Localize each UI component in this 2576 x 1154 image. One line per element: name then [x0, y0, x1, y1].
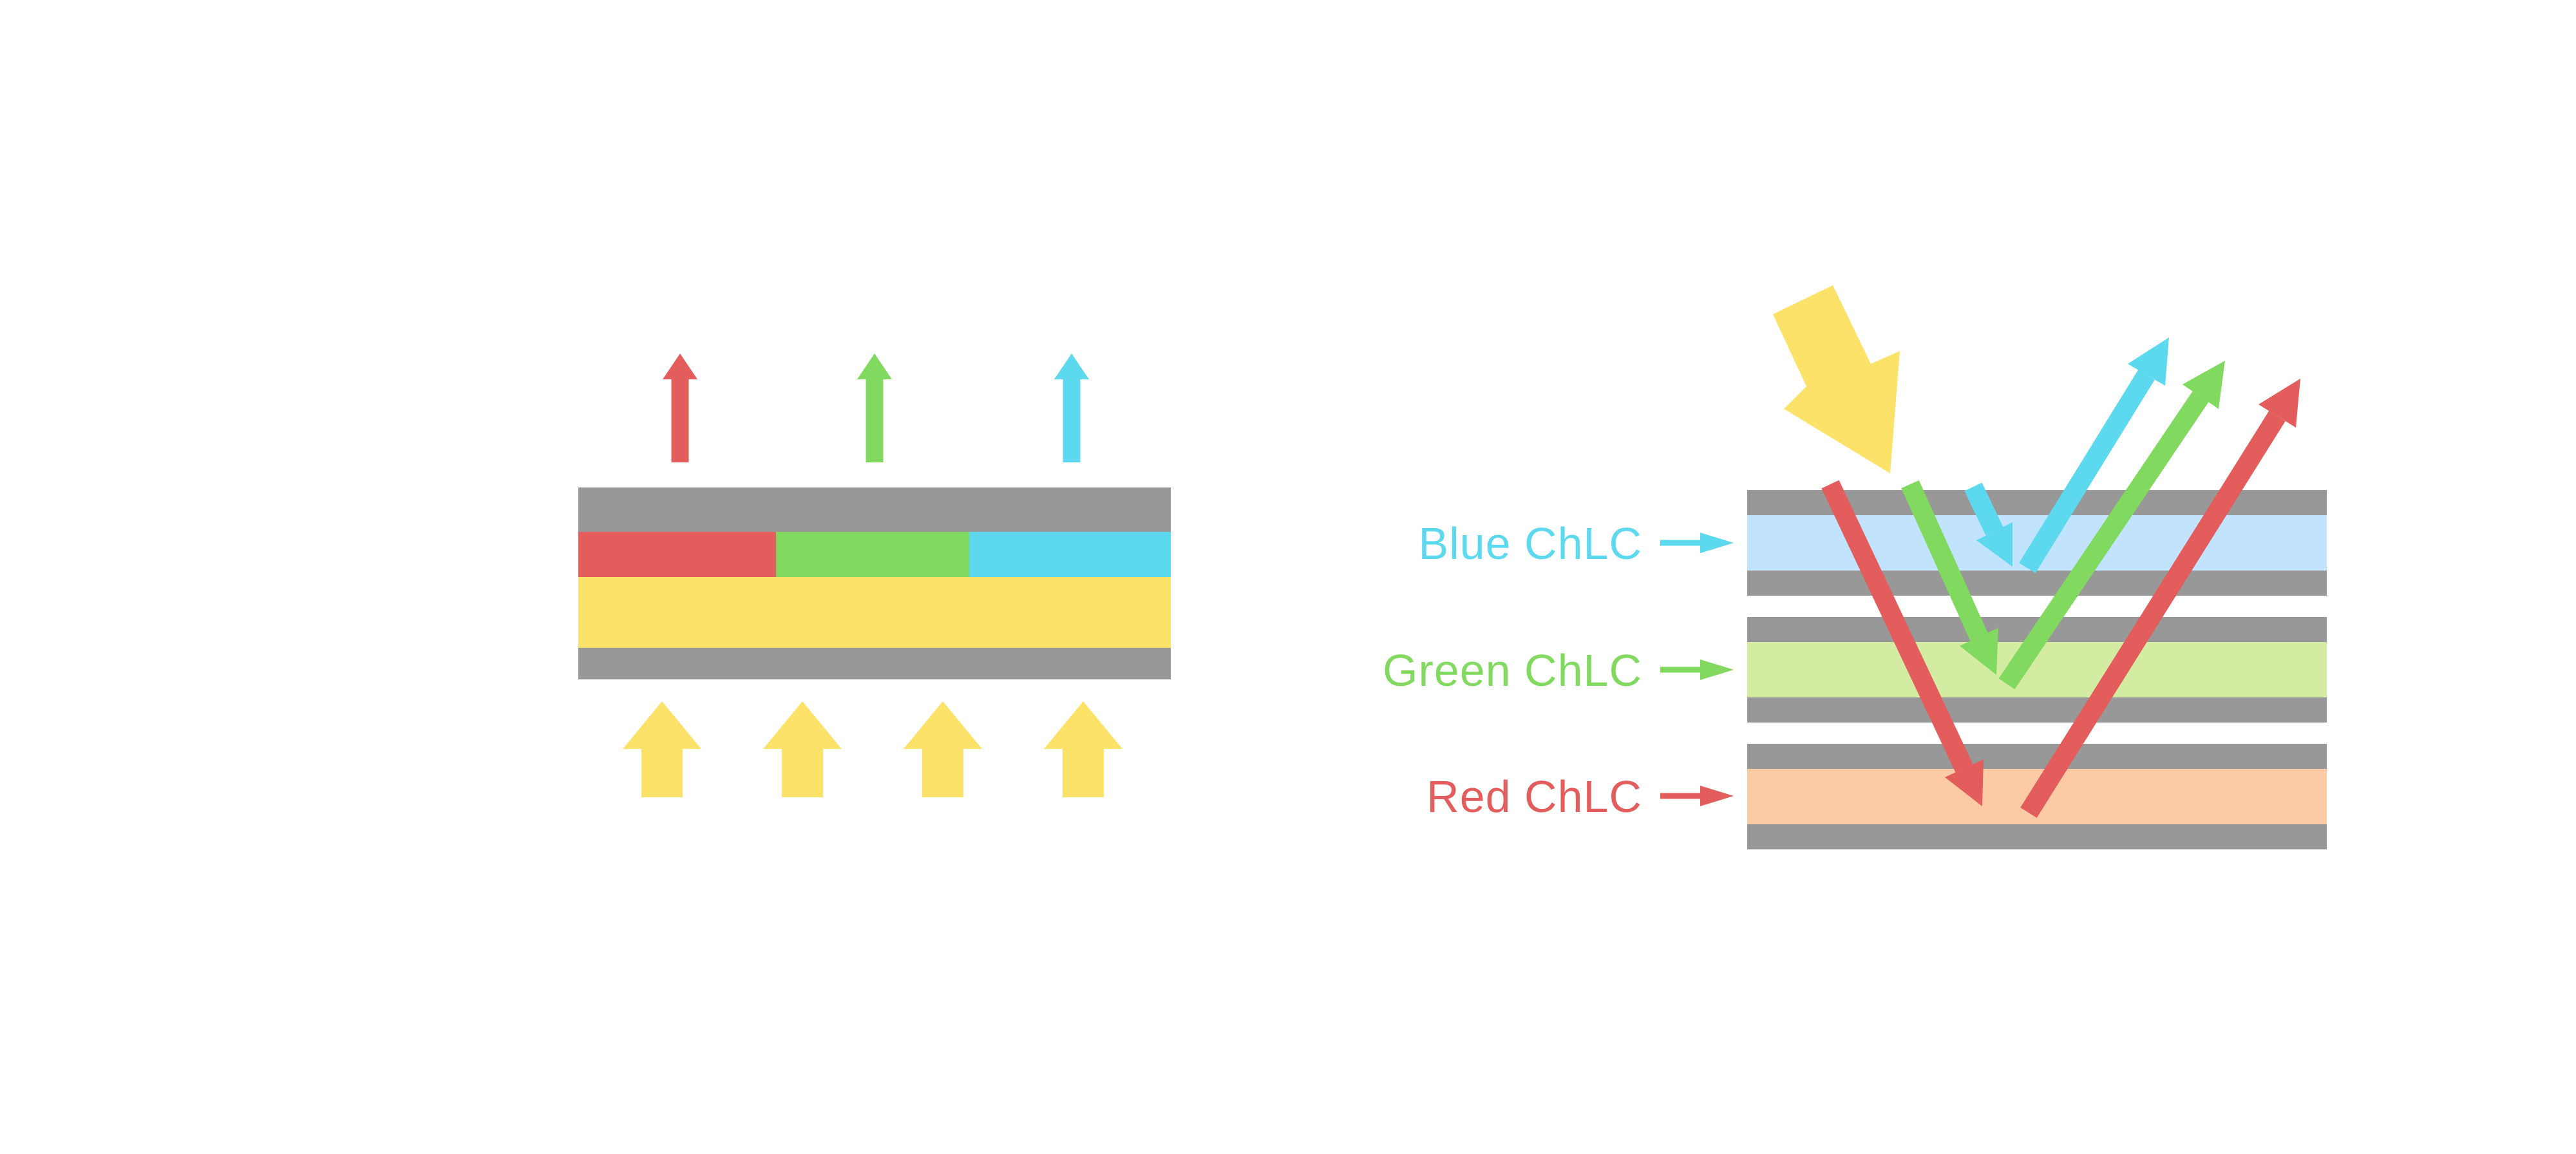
bottom-substrate-layer: [578, 648, 1171, 679]
emitted-cyan-arrow-up-icon: [1054, 354, 1089, 462]
red-incident-beam: [1821, 480, 1984, 806]
red-incident-arrowhead-icon: [1945, 759, 1984, 806]
red-chlc-label-group: Red ChLC: [1426, 771, 1734, 822]
backlight-arrow-up-icon: [1044, 701, 1122, 797]
red-cell-bottom-substrate: [1747, 824, 2327, 849]
red-cell-top-substrate: [1747, 744, 2327, 769]
incident-beams: [1821, 480, 2012, 806]
cyan-reflected-arrowhead-icon: [2128, 337, 2169, 386]
cyan-incident-beam-shaft: [1964, 482, 2003, 536]
red-reflected-beam-shaft: [2020, 411, 2286, 818]
emissive-stack: [578, 487, 1171, 679]
blue-label-arrowhead-icon: [1700, 533, 1734, 553]
emitted-red-arrow-up-icon: [663, 354, 697, 462]
red-label-arrowhead-icon: [1700, 786, 1734, 806]
reflective-chlc-panel: Blue ChLC Green ChLC Red ChLC: [1383, 285, 2327, 849]
green-incident-arrowhead-icon: [1960, 628, 1998, 675]
cyan-reflected-beam: [2019, 337, 2169, 573]
cyan-reflected-beam-shaft: [2019, 370, 2155, 573]
green-subpixel-segment: [776, 532, 969, 577]
red-incident-beam-shaft: [1821, 480, 1973, 773]
emitted-green-arrow-up-icon: [857, 354, 892, 462]
red-reflected-beam: [2020, 379, 2300, 818]
green-reflected-beam-shaft: [1998, 391, 2209, 690]
backlight-arrow-up-icon: [904, 701, 982, 797]
emissive-display-panel: [578, 354, 1171, 797]
red-chlc-label: Red ChLC: [1426, 771, 1642, 822]
green-chlc-label-group: Green ChLC: [1383, 645, 1734, 695]
blue-cell-bottom-substrate: [1747, 571, 2327, 596]
green-reflected-beam: [1998, 361, 2225, 690]
backlight-arrow-up-icon: [623, 701, 701, 797]
backlight-arrows: [623, 701, 1122, 797]
cyan-subpixel-segment: [969, 532, 1171, 577]
green-label-arrowhead-icon: [1700, 659, 1734, 680]
incident-light-arrow-icon: [1773, 285, 1900, 473]
top-substrate-layer: [578, 487, 1171, 532]
green-chlc-label: Green ChLC: [1383, 645, 1642, 695]
backlight-layer: [578, 577, 1171, 648]
green-cell-bottom-substrate: [1747, 697, 2327, 723]
cyan-incident-arrowhead-icon: [1976, 522, 2012, 567]
red-reflected-arrowhead-icon: [2259, 379, 2300, 428]
blue-chlc-label: Blue ChLC: [1418, 518, 1642, 569]
red-subpixel-segment: [578, 532, 776, 577]
backlight-arrow-up-icon: [763, 701, 842, 797]
green-incident-beam: [1901, 480, 1998, 675]
reflected-beams: [1998, 337, 2300, 818]
blue-chlc-label-group: Blue ChLC: [1418, 518, 1734, 569]
green-reflected-arrowhead-icon: [2183, 361, 2225, 409]
green-incident-beam-shaft: [1901, 480, 1988, 641]
cyan-incident-beam: [1964, 482, 2012, 567]
